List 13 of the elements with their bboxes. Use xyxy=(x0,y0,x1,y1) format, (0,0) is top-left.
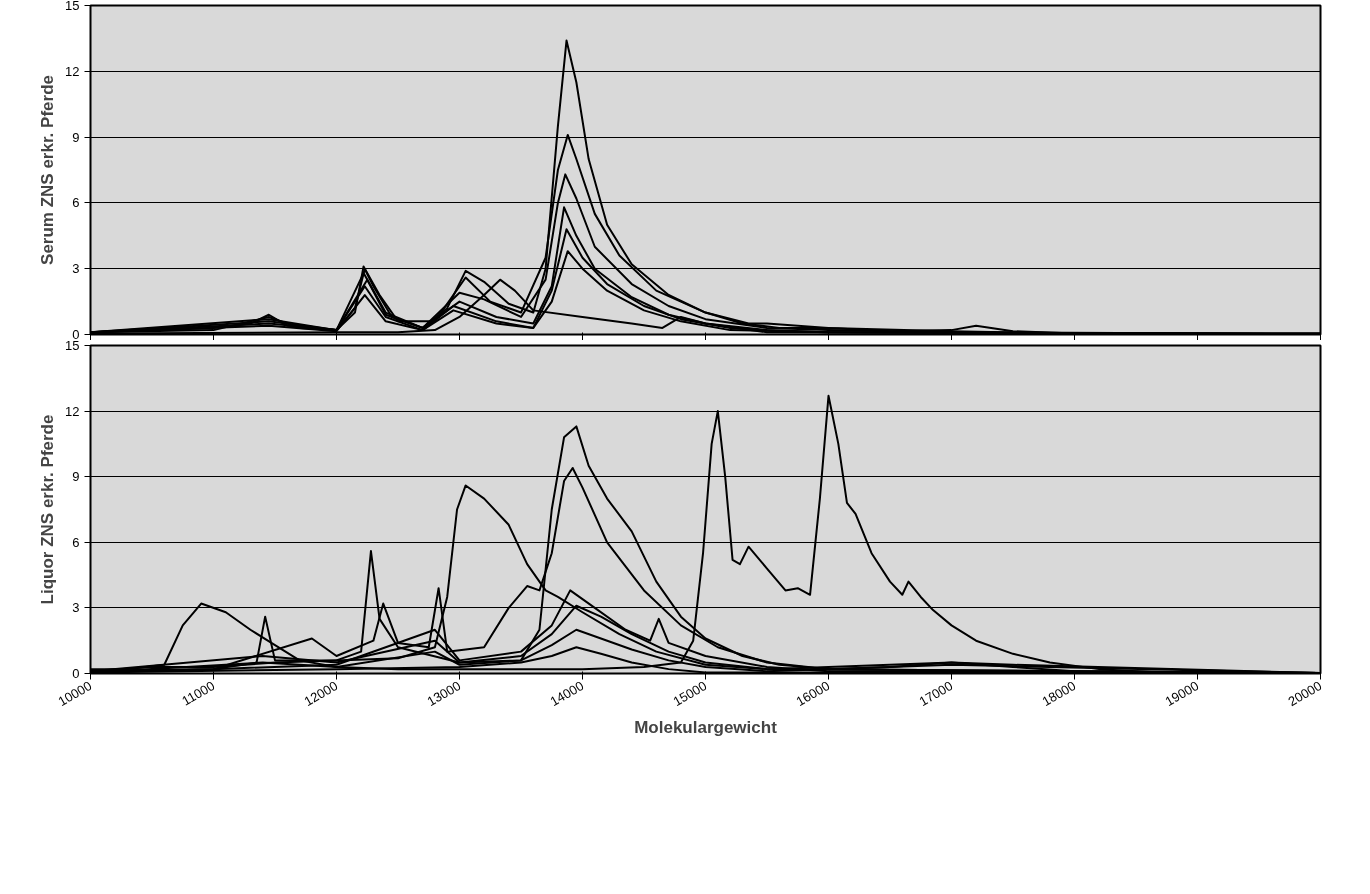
y-tick-label: 15 xyxy=(65,0,80,13)
x-axis-title: Molekulargewicht xyxy=(634,718,778,738)
y-tick-label: 6 xyxy=(72,195,80,211)
y-tick-label: 12 xyxy=(65,403,80,419)
y-axis-title: Liquor ZNS erkr. Pferde xyxy=(38,414,58,605)
y-tick-label: 6 xyxy=(72,534,80,550)
y-tick-label: 12 xyxy=(65,63,80,79)
y-tick-label: 0 xyxy=(72,666,80,681)
y-tick-label: 3 xyxy=(72,261,80,277)
y-tick-label: 3 xyxy=(72,600,80,616)
y-tick-label: 9 xyxy=(72,469,80,485)
y-axis-title: Serum ZNS erkr. Pferde xyxy=(38,75,58,265)
y-tick-label: 9 xyxy=(72,129,80,145)
